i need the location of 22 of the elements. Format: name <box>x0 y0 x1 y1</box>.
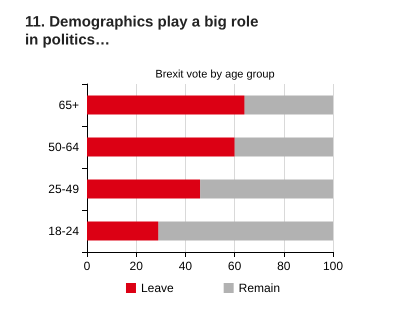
bar <box>87 96 244 114</box>
legend-label: Leave <box>140 281 174 295</box>
x-tick-label: 100 <box>322 259 344 273</box>
bar <box>158 222 333 240</box>
bar <box>244 96 333 114</box>
y-tick-label: 50-64 <box>48 140 80 154</box>
bar <box>87 180 200 198</box>
chart-title: 11. Demographics play a big role in politics… <box>25 14 263 48</box>
x-tick-label: 80 <box>277 259 291 273</box>
y-tick-label: 25-49 <box>48 182 80 196</box>
x-tick-label: 0 <box>84 259 91 273</box>
x-tick-label: 60 <box>228 259 242 273</box>
chart-subtitle: Brexit vote by age group <box>155 68 275 80</box>
bar <box>87 222 158 240</box>
bar <box>234 138 333 156</box>
bar <box>200 180 333 198</box>
x-tick-label: 40 <box>178 259 192 273</box>
bar <box>87 138 235 156</box>
legend-label: Remain <box>238 281 280 295</box>
y-tick-label: 18-24 <box>48 224 80 238</box>
y-tick-label: 65+ <box>58 98 79 112</box>
x-tick-label: 20 <box>130 259 144 273</box>
